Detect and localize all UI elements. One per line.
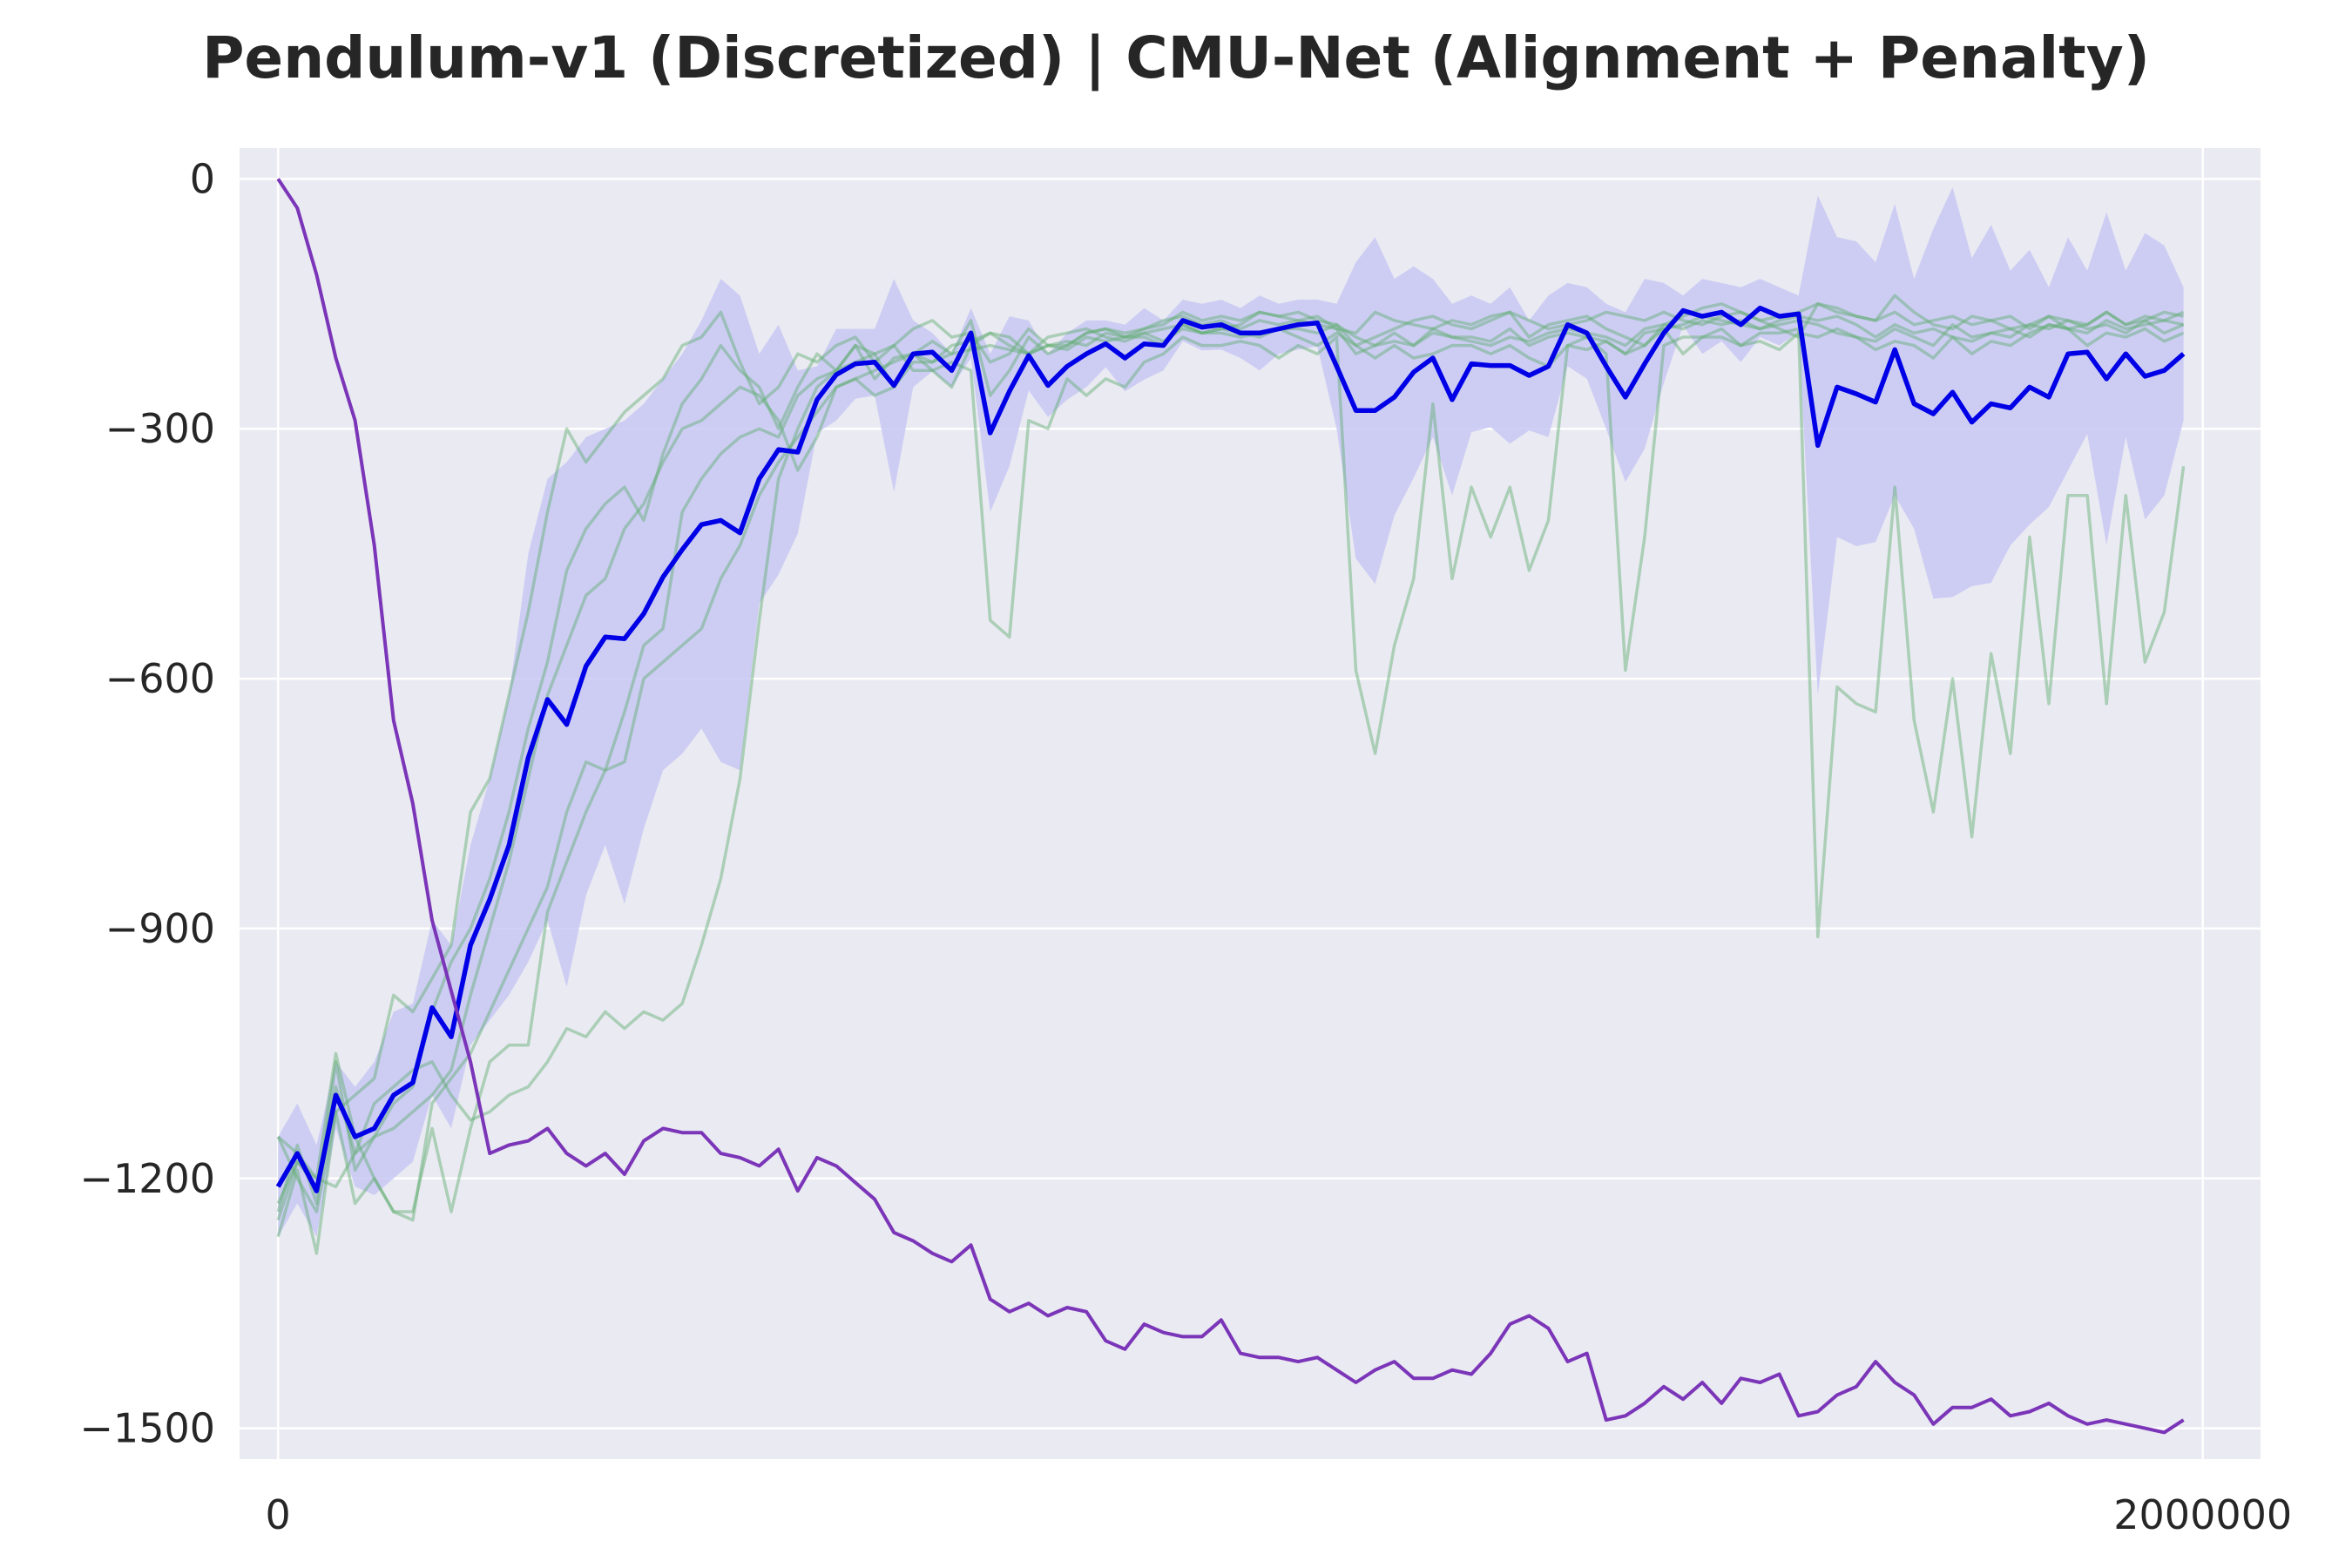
mean-line (275, 305, 2186, 1193)
mean-series-line (275, 305, 2186, 1193)
purple-series-line (276, 178, 2185, 1435)
grid-lines (240, 148, 2261, 1459)
chart-title: Pendulum-v1 (Discretized) | CMU-Net (Ali… (202, 24, 2150, 91)
x-tick-label: 0 (266, 1491, 291, 1538)
seed-lines (276, 294, 2186, 1255)
x-tick-label: 2000000 (2113, 1491, 2292, 1538)
seed-6-line (276, 319, 2184, 1221)
y-tick-label: 0 (190, 155, 215, 202)
seed-1-line (276, 294, 2185, 1213)
std-band (278, 186, 2184, 1237)
purple-line (276, 178, 2185, 1435)
seed-4-line (276, 314, 2185, 1213)
std-band-area (278, 186, 2184, 1237)
seed-5-line (277, 327, 2186, 1189)
y-tick-label: −600 (105, 655, 215, 702)
y-tick-label: −1500 (79, 1405, 215, 1452)
y-tick-label: −900 (105, 905, 215, 952)
y-tick-label: −1200 (79, 1155, 215, 1202)
tick-labels: 0 −300 −600 −900 −1200 −1500 0 2000000 (79, 155, 2292, 1538)
y-tick-label: −300 (105, 405, 215, 452)
